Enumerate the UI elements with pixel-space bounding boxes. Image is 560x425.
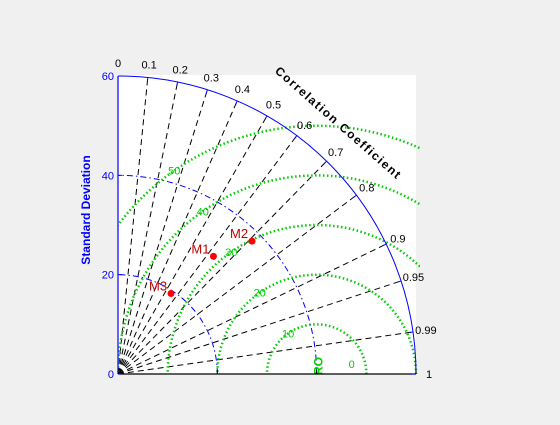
rms-label-20: 20 bbox=[254, 288, 266, 300]
correlation-tick-label-0.3: 0.3 bbox=[204, 72, 219, 84]
correlation-tick-label-0.7: 0.7 bbox=[328, 147, 343, 159]
rms-label-30: 30 bbox=[225, 247, 237, 259]
correlation-tick-label-0.99: 0.99 bbox=[415, 325, 436, 337]
y-tick-label-0: 0 bbox=[108, 369, 114, 381]
y-tick-label-40: 40 bbox=[102, 170, 114, 182]
y-axis-label: Standard Deviation bbox=[79, 155, 93, 264]
y-tick-label-60: 60 bbox=[102, 71, 114, 83]
correlation-tick-label-0.2: 0.2 bbox=[173, 64, 188, 76]
y-tick-label-20: 20 bbox=[102, 270, 114, 282]
correlation-tick-label-0.5: 0.5 bbox=[266, 100, 281, 112]
correlation-tick-label-0: 0 bbox=[115, 58, 121, 70]
correlation-tick-label-0.1: 0.1 bbox=[141, 60, 156, 72]
correlation-tick-label-1: 1 bbox=[426, 369, 432, 381]
rms-label-40: 40 bbox=[197, 206, 209, 218]
reference-label: RO bbox=[312, 357, 326, 375]
point-label-M3: M3 bbox=[149, 279, 167, 294]
plot-background bbox=[118, 75, 416, 374]
correlation-tick-label-0.4: 0.4 bbox=[235, 84, 250, 96]
point-label-M2: M2 bbox=[230, 226, 248, 241]
correlation-tick-label-0.95: 0.95 bbox=[403, 272, 424, 284]
rms-label-10: 10 bbox=[282, 328, 294, 340]
correlation-tick-mark-0.99 bbox=[409, 332, 413, 333]
rms-label-50: 50 bbox=[168, 166, 180, 178]
correlation-tick-label-0.8: 0.8 bbox=[359, 182, 374, 194]
point-label-M1: M1 bbox=[191, 241, 209, 256]
correlation-tick-label-0.9: 0.9 bbox=[390, 233, 405, 245]
correlation-tick-label-0.6: 0.6 bbox=[297, 120, 312, 132]
rms-label-0: 0 bbox=[349, 359, 355, 371]
point-M3 bbox=[167, 290, 174, 297]
point-M1 bbox=[210, 253, 217, 260]
point-M2 bbox=[249, 238, 256, 245]
